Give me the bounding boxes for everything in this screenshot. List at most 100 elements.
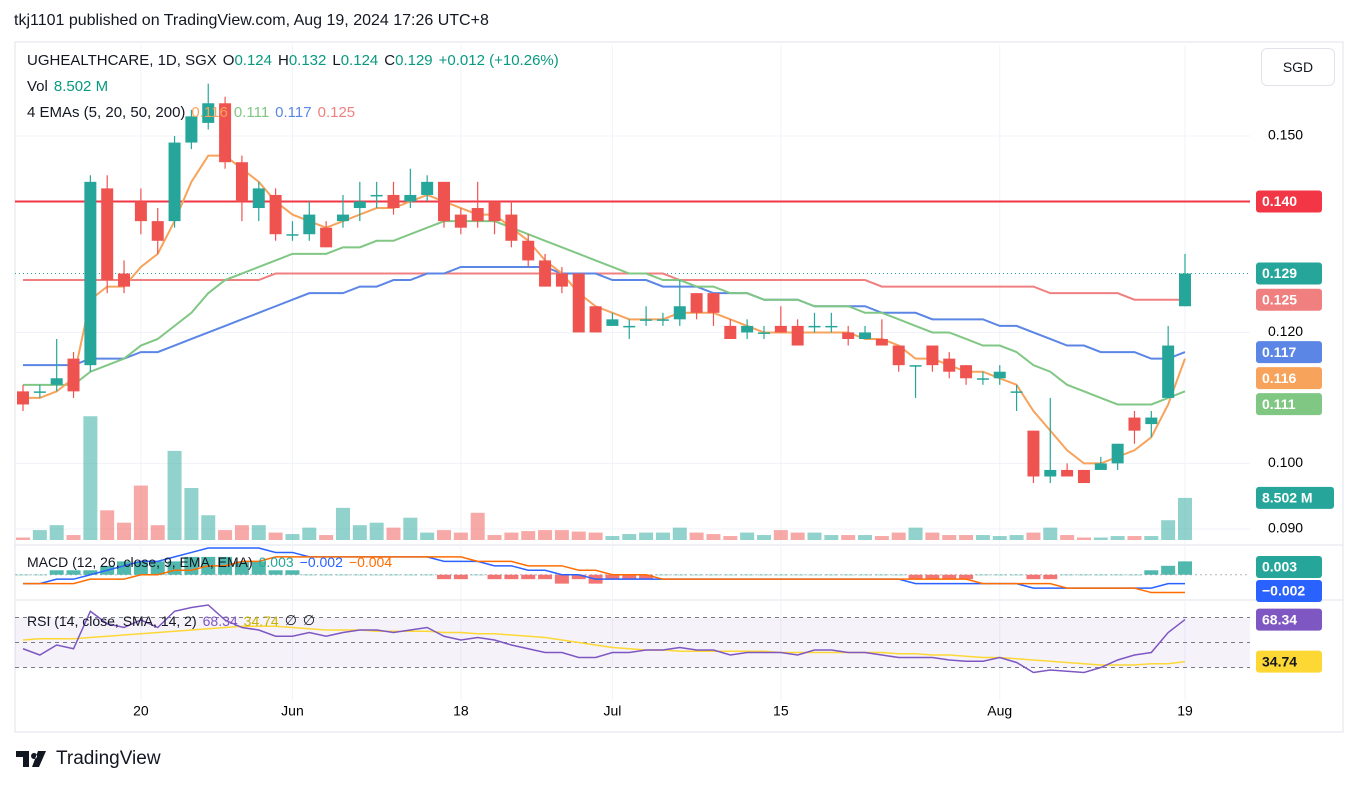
price-badge [1256, 650, 1322, 673]
candle-body [842, 332, 855, 339]
volume-bar [285, 534, 300, 540]
candle-body [673, 306, 686, 320]
price-badge-label: 68.34 [1262, 611, 1297, 627]
candle-body [909, 365, 922, 367]
price-badge [1256, 288, 1322, 311]
candle-body [1162, 345, 1175, 398]
price-badge-label: 0.125 [1262, 291, 1297, 307]
volume-legend: Vol 8.502 M [27, 78, 108, 95]
price-badge-label: 0.140 [1262, 193, 1297, 209]
macd-hist-bar [470, 574, 485, 576]
candle-body [1179, 273, 1191, 307]
x-tick-label: 18 [453, 703, 469, 719]
close-value: 0.129 [395, 52, 433, 69]
macd-hist-bar [925, 574, 940, 580]
volume-bar [403, 517, 418, 540]
ema-value: 0.117 [275, 104, 312, 121]
macd-hist-bar [672, 574, 687, 576]
candle-body [724, 325, 737, 339]
candle-body [572, 273, 585, 333]
macd-hist-bar [807, 574, 822, 576]
candle-body [976, 378, 989, 380]
rsi-sma-value: 34.74 [243, 612, 279, 629]
price-badge [1256, 580, 1322, 602]
macd-hist-bar [251, 561, 266, 575]
y-tick-label: 0.090 [1268, 520, 1303, 536]
volume-bar [655, 532, 670, 540]
volume-bar [622, 534, 637, 540]
candle-body [707, 293, 720, 313]
macd-hist-bar [1127, 574, 1142, 576]
macd-hist-bar [352, 574, 367, 576]
volume-bar [975, 535, 990, 540]
candle-body [1128, 417, 1141, 431]
rsi-sma-line [22, 625, 1186, 666]
candle-body [522, 240, 535, 261]
volume-bar [1026, 532, 1041, 540]
candle-body [101, 188, 114, 281]
macd-value: −0.002 [299, 554, 343, 570]
macd-hist-bar [1144, 570, 1159, 575]
candle-body [589, 306, 602, 333]
price-badge [1256, 190, 1322, 213]
macd-hist-bar [335, 574, 350, 576]
candle-body [168, 142, 181, 222]
ema-value: 0.125 [317, 104, 356, 121]
candle-body [1111, 443, 1124, 464]
candle-body [185, 116, 198, 143]
macd-hist-bar [959, 574, 974, 580]
macd-hist-bar [319, 574, 334, 576]
high-key: H [277, 52, 289, 69]
rsi-legend: RSI (14, close, SMA, 14, 2) 68.34 34.74 … [27, 612, 315, 629]
candle-body [606, 319, 619, 326]
volume-bar [756, 535, 771, 540]
macd-hist-bar [975, 574, 990, 576]
candle-body [859, 332, 872, 339]
volume-bar [218, 530, 233, 540]
price-badge-label: 0.117 [1262, 344, 1296, 360]
volume-bar [1144, 536, 1159, 540]
candle-body [690, 293, 703, 313]
price-badge [1256, 367, 1322, 390]
candle-body [993, 371, 1006, 379]
price-badge-label: 0.129 [1262, 265, 1297, 281]
candle-body [235, 162, 248, 202]
macd-hist-bar [453, 574, 468, 580]
candle-body [286, 234, 299, 236]
macd-hist-bar [32, 574, 47, 576]
volume-bar [1060, 535, 1075, 540]
macd-hist-bar [504, 574, 519, 580]
ema-value: 0.111 [233, 104, 270, 121]
volume-bar [1178, 497, 1192, 540]
candle-body [50, 378, 63, 385]
macd-signal-value: −0.004 [348, 554, 393, 570]
candle-body [505, 214, 518, 241]
macd-hist-bar [133, 561, 148, 575]
volume-bar [790, 532, 805, 540]
signal-line [23, 556, 1185, 594]
macd-hist-bar [538, 574, 553, 580]
macd-legend: MACD (12, 26, close, 9, EMA, EMA) 0.003 … [27, 554, 392, 570]
candle-body [539, 260, 552, 287]
candle-body [943, 358, 956, 372]
volume-bar [420, 532, 435, 540]
price-badge [1256, 486, 1334, 509]
rsi-value: 68.34 [202, 612, 238, 629]
candle-body [336, 214, 349, 222]
volume-bar [521, 531, 536, 540]
macd-hist-bar [622, 574, 637, 580]
candle-body [353, 201, 366, 209]
macd-hist-bar [1026, 574, 1041, 580]
y-tick-label: 0.120 [1268, 323, 1303, 339]
macd-hist-bar [487, 574, 502, 580]
change: +0.012 (+10.26%) [438, 52, 559, 69]
currency-button[interactable]: SGD [1261, 48, 1335, 86]
candle-body [1027, 430, 1040, 477]
macd-hist-bar [285, 570, 300, 575]
macd-hist-bar [554, 574, 569, 584]
candle-body [303, 214, 316, 235]
ema-legend: 4 EMAs (5, 20, 50, 200) 0.116 0.111 0.117 0… [27, 104, 355, 121]
volume-bar [1161, 520, 1176, 540]
y-tick-label: 0.100 [1268, 454, 1303, 470]
